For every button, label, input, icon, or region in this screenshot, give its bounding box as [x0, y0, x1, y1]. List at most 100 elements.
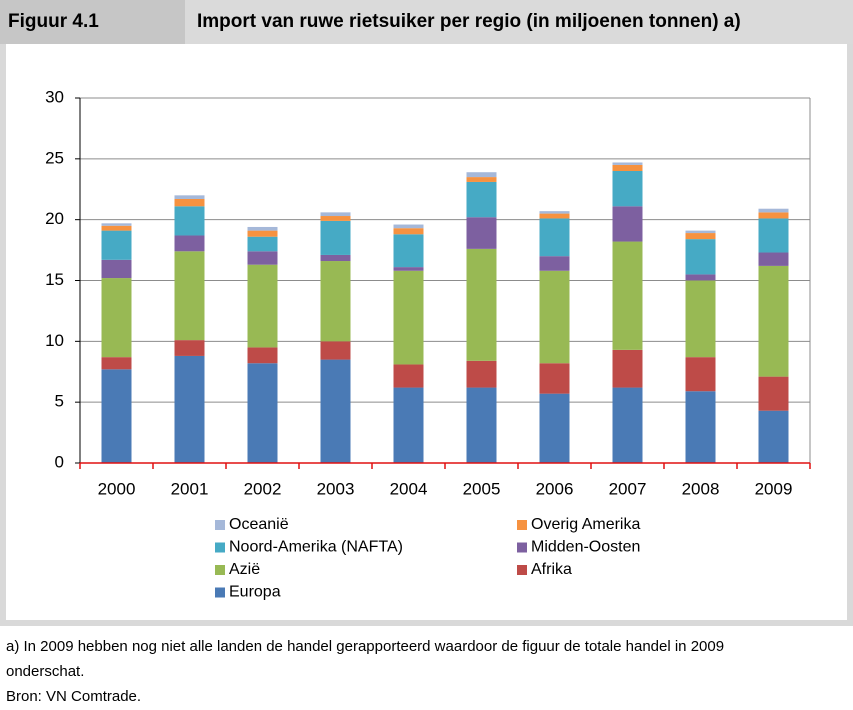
bar-segment: [612, 171, 643, 207]
figure-title: Import van ruwe rietsuiker per regio (in…: [185, 0, 853, 44]
bar-segment: [466, 177, 497, 182]
y-tick-label: 0: [55, 452, 64, 471]
bar-segment: [320, 216, 351, 221]
bar-segment: [539, 213, 570, 219]
y-tick-label: 30: [45, 87, 64, 106]
x-tick-label: 2006: [536, 479, 574, 498]
bar-segment: [466, 181, 497, 218]
x-tick-label: 2000: [98, 479, 136, 498]
figure-number: Figuur 4.1: [0, 0, 185, 44]
bar-segment: [174, 198, 205, 207]
y-tick-label: 5: [55, 392, 64, 411]
bar-segment: [539, 218, 570, 257]
bar-segment: [758, 265, 789, 377]
bar-segment: [101, 230, 132, 260]
bar-segment: [466, 387, 497, 463]
bar-segment: [466, 248, 497, 361]
bar-segment: [320, 212, 351, 217]
bar-segment: [539, 363, 570, 394]
legend-label: Europa: [229, 584, 281, 601]
bar-segment: [466, 217, 497, 249]
bar-segment: [685, 391, 716, 463]
bar-segment: [101, 259, 132, 279]
bar-segment: [685, 233, 716, 240]
bar-segment: [320, 261, 351, 342]
footnote: a) In 2009 hebben nog niet alle landen d…: [6, 638, 725, 680]
x-tick-label: 2003: [317, 479, 355, 498]
bar-segment: [247, 230, 278, 237]
bar-segment: [612, 241, 643, 350]
y-tick-label: 20: [45, 209, 64, 228]
bar-segment: [466, 360, 497, 388]
bar-segment: [393, 228, 424, 235]
bar-segment: [247, 347, 278, 364]
bar-segment: [685, 230, 716, 234]
bar-segment: [247, 226, 278, 231]
bar-segment: [174, 235, 205, 252]
bar-segment: [247, 236, 278, 252]
bar-segment: [174, 206, 205, 236]
bar-segment: [247, 251, 278, 265]
bar-segment: [685, 239, 716, 275]
bar-segment: [101, 225, 132, 231]
bar-segment: [758, 218, 789, 253]
bar-segment: [174, 340, 205, 356]
bar-segment: [612, 164, 643, 171]
bar-segment: [758, 410, 789, 463]
y-tick-label: 10: [45, 331, 64, 350]
bar-segment: [685, 280, 716, 358]
legend-label: Oceanië: [229, 516, 289, 533]
source: Bron: VN Comtrade.: [6, 688, 142, 705]
legend-swatch: [517, 520, 527, 530]
legend-label: Overig Amerika: [531, 516, 640, 533]
x-tick-label: 2005: [463, 479, 501, 498]
bar-segment: [320, 359, 351, 463]
x-tick-label: 2004: [390, 479, 428, 498]
bar-segment: [539, 270, 570, 364]
legend-label: Noord-Amerika (NAFTA): [229, 539, 403, 556]
bar-segment: [685, 357, 716, 392]
legend-label: Afrika: [531, 561, 572, 578]
bar-segment: [393, 270, 424, 365]
bar-segment: [758, 376, 789, 411]
bar-segment: [539, 393, 570, 463]
bar-segment: [101, 369, 132, 463]
legend-swatch: [215, 542, 225, 553]
bar-segment: [247, 264, 278, 348]
bar-segment: [612, 162, 643, 165]
bar-segment: [539, 211, 570, 214]
x-tick-label: 2009: [755, 479, 793, 498]
bar-segment: [393, 387, 424, 463]
bar-segment: [247, 363, 278, 463]
bar-segment: [758, 208, 789, 213]
legend-swatch: [215, 587, 225, 598]
legend-label: Midden-Oosten: [531, 539, 640, 556]
bar-segment: [758, 252, 789, 266]
legend-swatch: [517, 542, 527, 553]
bar-segment: [393, 267, 424, 271]
bar-segment: [612, 349, 643, 388]
bar-segment: [539, 256, 570, 271]
bar-segment: [612, 206, 643, 242]
legend-swatch: [215, 520, 225, 530]
y-tick-label: 15: [45, 270, 64, 289]
bar-segment: [174, 355, 205, 463]
bar-segment: [320, 254, 351, 262]
x-tick-label: 2002: [244, 479, 282, 498]
legend-swatch: [215, 565, 225, 575]
chart: 0 5 10 15 20 25 30 2000 2001 2002 2003 2004 2005 2006…: [45, 87, 811, 601]
bar-segment: [612, 387, 643, 463]
bar-segment: [320, 220, 351, 255]
bar-segment: [758, 212, 789, 219]
bar-segment: [393, 364, 424, 388]
x-tick-label: 2008: [682, 479, 720, 498]
bar-segment: [101, 357, 132, 370]
x-tick-label: 2001: [171, 479, 209, 498]
bar-segment: [320, 341, 351, 360]
legend-label: Azië: [229, 561, 260, 578]
bar-segment: [174, 195, 205, 199]
bar-segment: [101, 278, 132, 358]
bar-segment: [393, 234, 424, 268]
bar-segment: [685, 274, 716, 281]
